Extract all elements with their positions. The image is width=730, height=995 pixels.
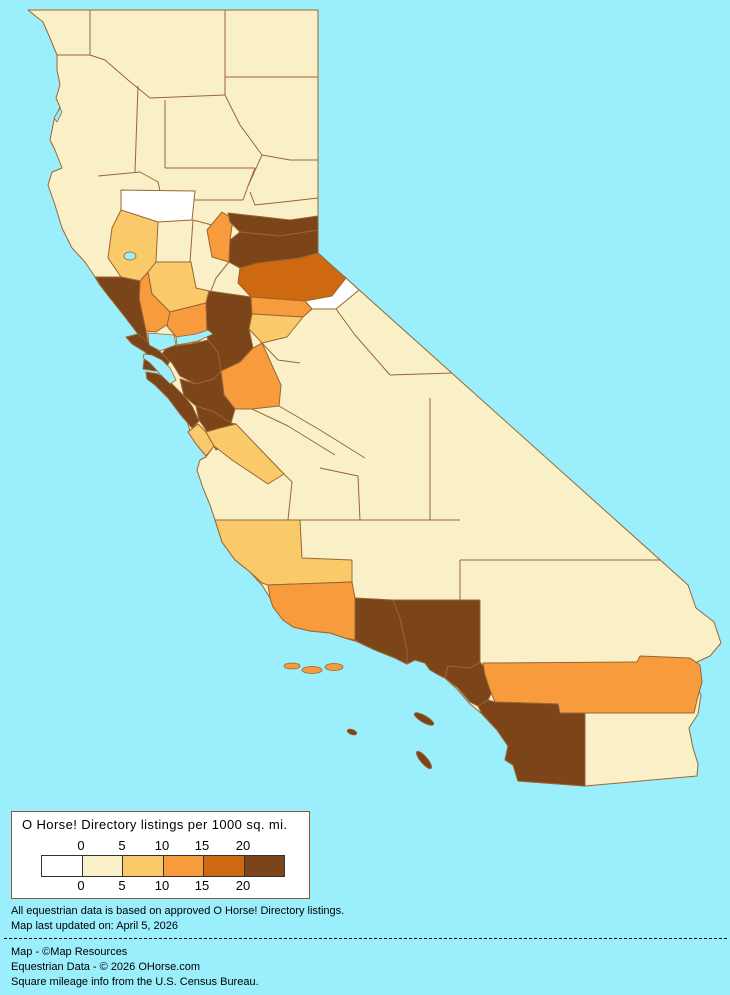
santa-barbara-island — [346, 728, 358, 736]
credit-census: Square mileage info from the U.S. Census… — [11, 976, 259, 988]
legend-swatch-1 — [82, 856, 123, 876]
tick-label: 5 — [118, 838, 126, 853]
credit-map: Map - ©Map Resources — [11, 946, 128, 958]
credit-equestrian-data: Equestrian Data - © 2026 OHorse.com — [11, 961, 201, 973]
tick-label: 0 — [77, 878, 85, 893]
san-francisco-bay — [142, 353, 177, 385]
santa-catalina-island — [413, 712, 435, 726]
choropleth-counties — [94, 189, 703, 787]
county-alameda — [179, 370, 236, 424]
carquinez-strait — [175, 329, 214, 346]
tick-label: 20 — [235, 838, 251, 853]
county-san-diego — [477, 699, 586, 787]
water-features — [53, 107, 214, 385]
san-clemente-island — [416, 750, 432, 770]
county-san-benito — [205, 423, 285, 485]
san-pablo-bay — [147, 332, 177, 352]
note-last-updated: Map last updated on: April 5, 2026 — [11, 920, 178, 932]
tick-label: 10 — [154, 838, 170, 853]
tick-label: 0 — [77, 838, 85, 853]
note-data-source: All equestrian data is based on approved… — [11, 905, 345, 917]
county-border-lines — [57, 10, 660, 600]
clear-lake — [123, 251, 137, 261]
county-sonoma — [94, 276, 149, 343]
county-san-joaquin — [220, 342, 282, 410]
legend-swatch-0 — [42, 856, 83, 876]
tick-label: 15 — [194, 838, 210, 853]
legend-swatch-3 — [163, 856, 204, 876]
humboldt-bay — [53, 107, 63, 123]
channel-islands — [283, 662, 435, 770]
santa-cruz-island — [324, 663, 344, 671]
tick-label: 5 — [118, 878, 126, 893]
county-amador — [250, 296, 313, 318]
legend-ticks-bottom: 0 5 10 15 20 — [12, 878, 311, 893]
county-calaveras — [248, 313, 304, 344]
san-miguel-island — [283, 662, 301, 670]
legend-swatch-5 — [244, 856, 284, 876]
county-orange — [444, 661, 494, 707]
tick-label: 15 — [194, 878, 210, 893]
legend-swatch-4 — [204, 856, 245, 876]
county-los-angeles — [392, 599, 481, 679]
legend-title: O Horse! Directory listings per 1000 sq.… — [22, 817, 288, 832]
santa-rosa-island — [301, 666, 323, 674]
legend-color-bar — [41, 855, 285, 877]
tick-label: 10 — [154, 878, 170, 893]
legend-box: O Horse! Directory listings per 1000 sq.… — [11, 811, 310, 899]
dashed-separator — [4, 938, 727, 939]
tick-label: 20 — [235, 878, 251, 893]
legend-ticks-top: 0 5 10 15 20 — [12, 838, 311, 853]
county-riverside — [482, 655, 703, 714]
california-county-map — [27, 9, 722, 787]
legend-swatch-2 — [123, 856, 164, 876]
county-santa-barbara — [267, 581, 356, 641]
